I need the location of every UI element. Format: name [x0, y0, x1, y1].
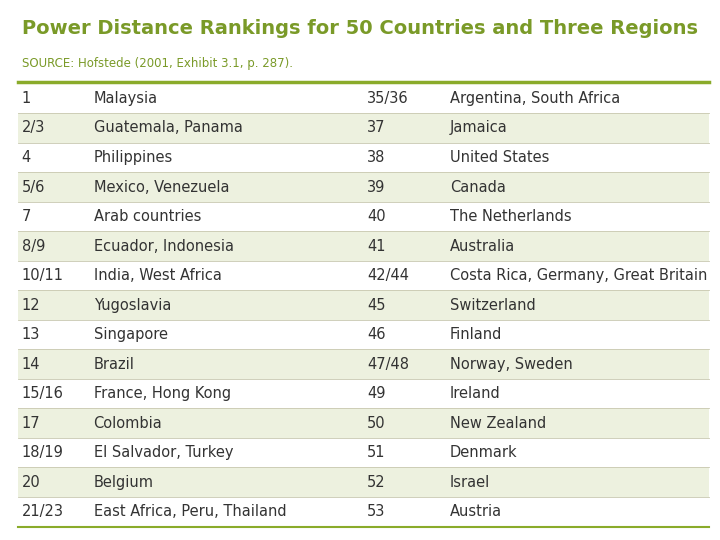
- Text: 46: 46: [367, 327, 386, 342]
- Text: New Zealand: New Zealand: [450, 416, 546, 431]
- Text: Arab countries: Arab countries: [94, 209, 201, 224]
- Bar: [18, 438, 709, 468]
- Text: 4: 4: [22, 150, 31, 165]
- Text: 5/6: 5/6: [22, 179, 45, 194]
- Text: 12: 12: [22, 298, 40, 313]
- Text: Philippines: Philippines: [94, 150, 173, 165]
- Text: Denmark: Denmark: [450, 445, 518, 460]
- Text: Costa Rica, Germany, Great Britain: Costa Rica, Germany, Great Britain: [450, 268, 707, 283]
- Text: Belgium: Belgium: [94, 475, 153, 490]
- Text: United States: United States: [450, 150, 549, 165]
- Bar: [18, 84, 709, 113]
- Bar: [18, 408, 709, 438]
- Bar: [18, 113, 709, 143]
- Text: Singapore: Singapore: [94, 327, 168, 342]
- Text: 15/16: 15/16: [22, 386, 63, 401]
- Text: Ireland: Ireland: [450, 386, 500, 401]
- Text: Ecuador, Indonesia: Ecuador, Indonesia: [94, 239, 233, 254]
- Text: 49: 49: [367, 386, 386, 401]
- Text: 38: 38: [367, 150, 386, 165]
- Text: 10/11: 10/11: [22, 268, 63, 283]
- Bar: [18, 497, 709, 526]
- Text: Switzerland: Switzerland: [450, 298, 536, 313]
- Text: 40: 40: [367, 209, 386, 224]
- Bar: [18, 320, 709, 349]
- Text: Norway, Sweden: Norway, Sweden: [450, 356, 572, 372]
- Text: East Africa, Peru, Thailand: East Africa, Peru, Thailand: [94, 504, 287, 519]
- Text: 2/3: 2/3: [22, 120, 45, 136]
- Text: 17: 17: [22, 416, 40, 431]
- Text: Argentina, South Africa: Argentina, South Africa: [450, 91, 620, 106]
- Text: 45: 45: [367, 298, 386, 313]
- Text: Yugoslavia: Yugoslavia: [94, 298, 171, 313]
- Text: Austria: Austria: [450, 504, 502, 519]
- Text: India, West Africa: India, West Africa: [94, 268, 222, 283]
- Bar: [18, 143, 709, 172]
- Text: 50: 50: [367, 416, 386, 431]
- Text: 7: 7: [22, 209, 31, 224]
- Text: Malaysia: Malaysia: [94, 91, 158, 106]
- Text: France, Hong Kong: France, Hong Kong: [94, 386, 230, 401]
- Text: 14: 14: [22, 356, 40, 372]
- Text: Finland: Finland: [450, 327, 503, 342]
- Text: 47/48: 47/48: [367, 356, 409, 372]
- Text: 13: 13: [22, 327, 40, 342]
- Text: Brazil: Brazil: [94, 356, 135, 372]
- Text: 1: 1: [22, 91, 31, 106]
- Bar: [18, 379, 709, 408]
- Text: 42/44: 42/44: [367, 268, 409, 283]
- Text: The Netherlands: The Netherlands: [450, 209, 572, 224]
- Text: Guatemala, Panama: Guatemala, Panama: [94, 120, 243, 136]
- Text: 53: 53: [367, 504, 386, 519]
- Text: Mexico, Venezuela: Mexico, Venezuela: [94, 179, 229, 194]
- Text: Colombia: Colombia: [94, 416, 162, 431]
- Bar: [18, 202, 709, 231]
- Text: 39: 39: [367, 179, 386, 194]
- Text: Australia: Australia: [450, 239, 516, 254]
- Bar: [18, 231, 709, 261]
- Bar: [18, 291, 709, 320]
- Bar: [18, 468, 709, 497]
- Text: 18/19: 18/19: [22, 445, 63, 460]
- Bar: [18, 172, 709, 202]
- Text: 37: 37: [367, 120, 386, 136]
- Text: Israel: Israel: [450, 475, 490, 490]
- Text: 51: 51: [367, 445, 386, 460]
- Text: Canada: Canada: [450, 179, 506, 194]
- Bar: [18, 349, 709, 379]
- Text: 8/9: 8/9: [22, 239, 45, 254]
- Text: El Salvador, Turkey: El Salvador, Turkey: [94, 445, 233, 460]
- Text: SOURCE: Hofstede (2001, Exhibit 3.1, p. 287).: SOURCE: Hofstede (2001, Exhibit 3.1, p. …: [22, 57, 292, 70]
- Text: 20: 20: [22, 475, 40, 490]
- Text: 21/23: 21/23: [22, 504, 63, 519]
- Text: 35/36: 35/36: [367, 91, 409, 106]
- Bar: [18, 261, 709, 291]
- Text: Jamaica: Jamaica: [450, 120, 508, 136]
- Text: 52: 52: [367, 475, 386, 490]
- Text: Power Distance Rankings for 50 Countries and Three Regions: Power Distance Rankings for 50 Countries…: [22, 19, 698, 38]
- Text: 41: 41: [367, 239, 386, 254]
